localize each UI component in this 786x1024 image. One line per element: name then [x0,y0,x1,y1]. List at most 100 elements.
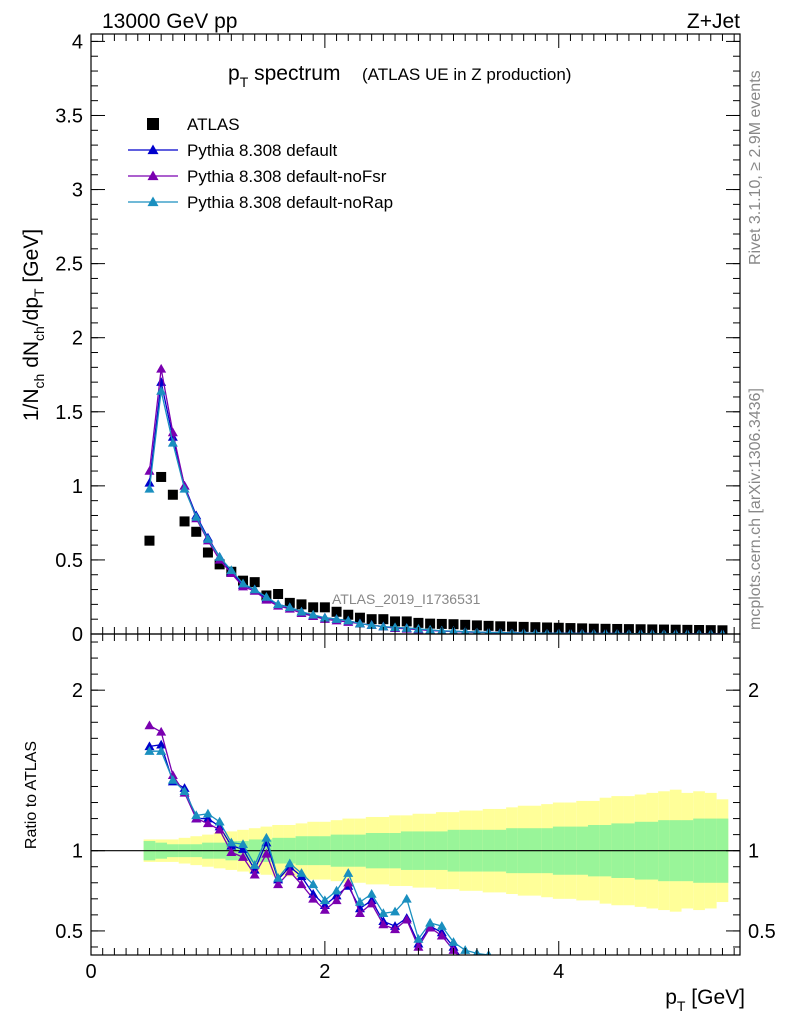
atlas-point [296,599,307,610]
ratio-series-point [319,905,330,914]
ratio-series-point [167,775,178,784]
atlas-point [343,609,354,620]
ratio-series-point [366,898,377,908]
ratio-series-point [448,937,459,946]
atlas-point [179,516,190,527]
atlas-point [401,616,412,627]
atlas-point [495,621,506,632]
legend-label: ATLAS [187,115,240,134]
ratio-series-point [331,885,342,895]
title-sub: T [240,74,249,90]
series-point [202,534,213,543]
energy-label: 13000 GeV pp [102,10,237,33]
atlas-point [144,535,155,546]
series-point [284,602,295,612]
main-ylabel: 1/Nch dNch/dpT [GeV] [20,229,47,421]
atlas-point [202,547,213,558]
series-point [354,618,365,628]
atlas-point [448,619,459,630]
ratio-series-point [413,941,424,951]
ratio-ylabel: Ratio to ATLAS [23,741,40,849]
ratio-series-point [460,958,470,967]
legend-label: Pythia 8.308 default-noRap [187,193,393,212]
ratio-tick-label-right: 0.5 [748,921,776,943]
ratio-series-point [202,813,213,823]
atlas-point [156,471,167,482]
atlas-point [506,621,517,632]
ratio-series-point [226,847,237,857]
ratio-tick-label-right: 2 [748,680,759,702]
atlas-point [191,526,202,537]
legend-marker [147,196,159,207]
ratio-series-point [308,893,319,903]
atlas-point [378,614,389,625]
x-axis: 0 2 4 [85,34,735,983]
ratio-series-point [436,930,447,940]
ratio-series-point [366,889,377,898]
ratio-tick-label: 2 [72,680,83,702]
y-tick-label: 2.5 [55,254,83,276]
analysis-watermark: ATLAS_2019_I1736531 [332,591,481,607]
ratio-tick-label: 0.5 [55,921,83,943]
x-tick-label: 0 [85,961,96,983]
y-tick-label: 3 [72,180,83,202]
ratio-series-point [296,868,307,877]
atlas-point [249,577,260,588]
series-point [308,609,319,619]
x-tick-label: 4 [553,961,564,983]
ratio-series-point [179,786,190,796]
legend-label: Pythia 8.308 default [187,141,338,160]
ratio-series-point [343,877,354,887]
atlas-point [483,620,494,631]
ratio-data [144,720,494,967]
ratio-series-point [202,808,213,818]
title-rest: spectrum [248,62,340,85]
ratio-series-point [156,746,167,755]
ratio-series-point [273,879,284,889]
main-title-paren: (ATLAS UE in Z production) [362,65,571,84]
ratio-tick-label: 1 [72,841,83,863]
ratio-series-point [472,958,482,967]
atlas-point [471,620,482,631]
ratio-series-point [214,824,225,834]
series-point [390,622,401,632]
ratio-series-point [472,958,482,967]
ratio-series-point [238,844,249,853]
ratio-series-point [484,958,494,967]
legend-marker [147,144,159,155]
ratio-series-point [425,922,436,932]
y-tick-label: 0 [72,624,83,646]
series-point [167,431,178,441]
y-tick-label: 2 [72,328,83,350]
series-point [238,578,249,588]
x-axis-label: pT [GeV] [665,986,745,1014]
title-p: p [228,62,240,85]
ratio-series-point [191,810,202,820]
process-label: Z+Jet [687,10,740,33]
series-point [144,466,155,475]
series-point [226,565,237,575]
ratio-series-point [308,879,319,889]
y-tick-label: 4 [72,31,83,53]
atlas-point [460,619,471,630]
ratio-series-point [390,924,401,934]
ratio-series-point [202,818,213,828]
atlas-point [413,617,424,628]
series-point [156,386,167,395]
ratio-series-point [249,860,260,869]
legend-marker [147,170,159,181]
ratio-panel: 0 2 4 0.5 0.5 1 1 2 2 [55,34,776,983]
ratio-series-point [226,837,237,847]
ratio-series-point [144,741,155,751]
series-point [261,591,272,601]
atlas-point [425,618,436,629]
atlas-point [390,616,401,627]
ratio-series-point [343,868,354,877]
ratio-series-point [354,903,365,913]
atlas-point [273,589,284,599]
ratio-series-point [436,921,447,930]
series-point [214,551,225,561]
series-point [144,477,155,487]
series-point [191,511,202,521]
